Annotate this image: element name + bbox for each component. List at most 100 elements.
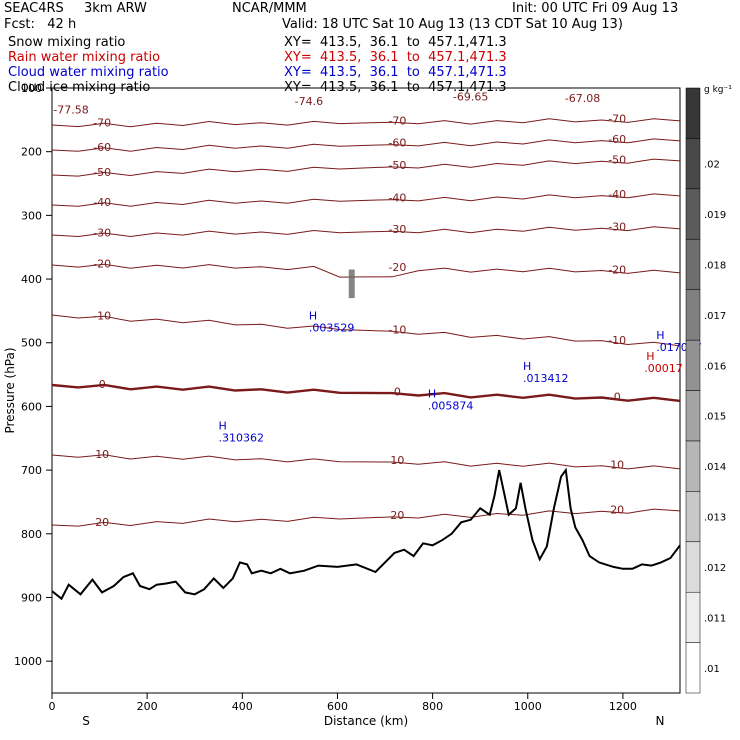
y-tick-label: 300 xyxy=(21,209,42,222)
isotherm-label: -10 xyxy=(93,309,111,322)
colorbar-segment xyxy=(685,591,701,643)
direction-north: N xyxy=(656,714,665,728)
colorbar-label: .015 xyxy=(704,412,726,423)
y-tick-label: 800 xyxy=(21,528,42,541)
isotherm-label: 10 xyxy=(95,448,109,461)
x-tick-label: 400 xyxy=(232,700,253,713)
model-label: 3km ARW xyxy=(84,1,147,16)
colorbar-segment xyxy=(685,491,701,542)
cloud-water-max-value: .003529 xyxy=(309,321,355,334)
x-tick-label: 0 xyxy=(49,700,56,713)
isotherm-label: 10 xyxy=(610,459,624,472)
isotherm-label: -10 xyxy=(608,334,626,347)
y-tick-label: 100 xyxy=(21,82,42,95)
colorbar-segment xyxy=(685,87,701,139)
temperature-extreme-label: -67.08 xyxy=(565,92,600,105)
y-tick-label: 700 xyxy=(21,464,42,477)
colorbar-label: .019 xyxy=(704,210,726,221)
isotherm-m70 xyxy=(51,118,681,128)
experiment-label: SEAC4RS xyxy=(4,1,64,16)
legend-cloud-water-xy: XY= 413.5, 36.1 to 457.1,471.3 xyxy=(284,65,507,80)
legend-cloud-water: Cloud water mixing ratio xyxy=(8,65,169,80)
isotherm-label: -50 xyxy=(608,154,626,167)
isotherm-label: 0 xyxy=(394,385,401,398)
x-tick-label: 1000 xyxy=(514,700,542,713)
colorbar-segment xyxy=(685,440,701,492)
isotherm-label: -20 xyxy=(388,261,406,274)
legend-rain: Rain water mixing ratio xyxy=(8,50,161,65)
x-axis-title: Distance (km) xyxy=(324,714,408,728)
colorbar-segment xyxy=(685,541,701,593)
isotherm-m10 xyxy=(51,314,681,347)
colorbar-label: .017 xyxy=(704,311,726,322)
cloud-water-max-value: .310362 xyxy=(219,431,264,444)
isotherm-m20 xyxy=(51,263,681,278)
isotherm-m50 xyxy=(51,158,681,177)
colorbar-label: .014 xyxy=(704,462,726,473)
isotherm-0 xyxy=(51,383,681,403)
isotherm-label: -60 xyxy=(608,133,626,146)
isotherm-m60 xyxy=(51,138,681,152)
y-tick-label: 1000 xyxy=(14,655,42,668)
cloud-water-max-marker: H xyxy=(309,309,317,322)
isotherm-label: -40 xyxy=(608,188,626,201)
colorbar-label: .016 xyxy=(704,361,726,372)
temperature-extreme-label: -69.65 xyxy=(453,91,488,104)
plot-frame xyxy=(51,87,681,694)
rain-water-max-value: .00017 xyxy=(644,362,683,375)
isotherm-10 xyxy=(51,454,681,470)
colorbar-label: .02 xyxy=(704,160,720,171)
org-label: NCAR/MMM xyxy=(232,1,307,16)
colorbar-label: .013 xyxy=(704,513,726,524)
y-axis-title: Pressure (hPa) xyxy=(3,347,17,433)
valid-time: Valid: 18 UTC Sat 10 Aug 13 (13 CDT Sat … xyxy=(282,17,623,32)
y-tick-label: 200 xyxy=(21,146,42,159)
colorbar-segment xyxy=(685,239,701,290)
isotherm-20 xyxy=(51,508,681,527)
forecast-hour: Fcst: 42 h xyxy=(4,17,77,32)
colorbar-segment xyxy=(685,289,701,341)
init-time: Init: 00 UTC Fri 09 Aug 13 xyxy=(512,1,679,16)
isotherm-label: -10 xyxy=(388,324,406,337)
isotherm-label: -70 xyxy=(388,114,406,127)
isotherm-label: -30 xyxy=(388,223,406,236)
x-tick-label: 800 xyxy=(422,700,443,713)
y-tick-label: 600 xyxy=(21,400,42,413)
legend-snow: Snow mixing ratio xyxy=(8,35,126,50)
isotherm-label: 20 xyxy=(95,516,109,529)
isotherm-label: -30 xyxy=(93,226,111,239)
cloud-water-max-marker: H xyxy=(219,419,227,432)
isotherm-label: 0 xyxy=(99,378,106,391)
isotherm-label: 20 xyxy=(610,504,624,517)
isotherm-label: -40 xyxy=(93,196,111,209)
y-tick-label: 400 xyxy=(21,273,42,286)
isotherm-label: -60 xyxy=(93,141,111,154)
isotherm-m40 xyxy=(51,193,681,207)
isotherm-label: -30 xyxy=(608,221,626,234)
colorbar-label: .012 xyxy=(704,563,726,574)
y-tick-label: 500 xyxy=(21,337,42,350)
isotherm-label: 0 xyxy=(614,391,621,404)
temperature-extreme-label: -77.58 xyxy=(53,103,88,116)
cloud-water-max-marker: H xyxy=(523,360,531,373)
colorbar-label: .011 xyxy=(704,613,726,624)
colorbar-segment xyxy=(685,390,701,442)
terrain-line xyxy=(51,467,681,601)
rain-water-max-marker: H xyxy=(646,350,654,363)
x-tick-label: 200 xyxy=(137,700,158,713)
isotherm-m30 xyxy=(51,226,681,238)
cloud-water-max-value: .005874 xyxy=(428,400,474,413)
isotherm-label: 20 xyxy=(390,509,404,522)
isotherm-label: -70 xyxy=(608,113,626,126)
legend-snow-xy: XY= 413.5, 36.1 to 457.1,471.3 xyxy=(284,35,507,50)
snow-column xyxy=(348,269,355,299)
colorbar-label: .01 xyxy=(704,664,720,675)
direction-south: S xyxy=(82,714,90,728)
y-tick-label: 900 xyxy=(21,591,42,604)
isotherm-label: -40 xyxy=(388,192,406,205)
isotherm-label: -50 xyxy=(388,159,406,172)
legend-rain-xy: XY= 413.5, 36.1 to 457.1,471.3 xyxy=(284,50,507,65)
cloud-water-max-marker: H xyxy=(656,329,664,342)
colorbar-label: .018 xyxy=(704,261,726,272)
